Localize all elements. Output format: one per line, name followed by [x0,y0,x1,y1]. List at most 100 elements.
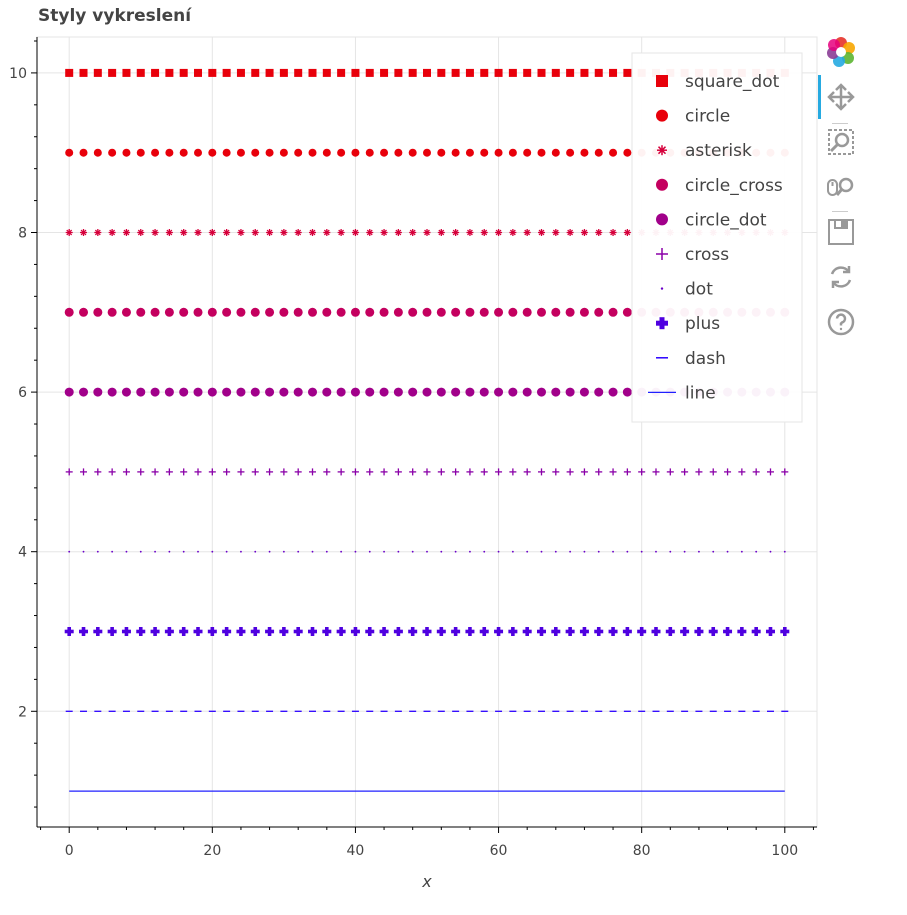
legend-label: circle [685,107,730,127]
marker-square-dot [623,68,632,77]
marker-square-dot [322,68,331,77]
marker-circle-dot [93,387,103,397]
marker-asterisk [394,229,402,237]
marker-square-dot [337,68,346,77]
marker-circle-cross [350,307,360,317]
marker-dot [411,550,414,553]
marker-asterisk [137,229,145,237]
marker-cross [309,468,317,476]
pan-icon[interactable] [822,78,860,116]
marker-circle [151,148,160,157]
y-tick-label: 2 [18,704,27,720]
marker-asterisk [351,229,359,237]
marker-square-dot [451,68,460,77]
marker-plus [551,626,561,636]
marker-circle-cross [121,307,131,317]
marker-plus [379,626,389,636]
marker-cross [208,468,216,476]
marker-dot [82,550,85,553]
marker-circle [437,148,446,157]
legend-glyph [656,317,668,330]
marker-dot [497,550,500,553]
save-icon[interactable] [822,213,860,251]
legend-glyph [656,248,668,260]
legend-glyph [656,75,668,87]
marker-cross [623,468,631,476]
marker-cross [480,468,488,476]
x-tick-label: 20 [203,843,221,859]
x-axis-label: x [421,872,432,891]
marker-dot [597,550,600,553]
marker-circle [365,148,374,157]
legend-label: square_dot [685,72,780,92]
marker-circle-cross [594,307,604,317]
marker-dot [569,550,572,553]
marker-cross [266,468,274,476]
marker-cross [137,468,145,476]
bokeh-logo-icon[interactable] [822,33,860,71]
marker-circle [208,148,217,157]
marker-circle-dot [107,387,117,397]
marker-plus [408,626,418,636]
marker-square-dot [179,68,188,77]
marker-circle [623,148,632,157]
wheel-zoom-icon[interactable] [822,168,860,206]
marker-cross [165,468,173,476]
help-icon[interactable] [822,303,860,341]
marker-cross [752,468,760,476]
marker-circle-cross [551,307,561,317]
marker-cross [652,468,660,476]
marker-plus [193,626,203,636]
marker-plus [708,626,718,636]
marker-circle-dot [64,387,74,397]
marker-dot [125,550,128,553]
marker-plus [737,626,747,636]
marker-circle-dot [551,387,561,397]
y-tick-label: 10 [9,66,27,82]
marker-cross [180,468,188,476]
legend-label: cross [685,245,729,265]
marker-circle [251,148,260,157]
legend-glyph [656,109,668,122]
marker-square-dot [437,68,446,77]
marker-cross [223,468,231,476]
reset-icon[interactable] [822,258,860,296]
marker-circle-dot [451,387,461,397]
x-tick-label: 100 [771,843,798,859]
marker-cross [65,468,73,476]
marker-circle-cross [308,307,318,317]
marker-asterisk [366,229,374,237]
marker-square-dot [408,68,417,77]
marker-square-dot [108,68,117,77]
marker-cross [122,468,130,476]
marker-asterisk [509,229,517,237]
marker-square-dot [380,68,389,77]
marker-dot [254,550,257,553]
marker-square-dot [265,68,274,77]
box-zoom-icon[interactable] [822,123,860,161]
marker-plus [336,626,346,636]
legend-item: circle_cross [656,176,783,196]
marker-cross [409,468,417,476]
marker-dot [454,550,457,553]
marker-square-dot [165,68,174,77]
marker-circle-dot [522,387,532,397]
marker-circle [279,148,288,157]
marker-circle-dot [279,387,289,397]
marker-dot [268,550,271,553]
marker-circle [194,148,203,157]
marker-circle-dot [121,387,131,397]
marker-circle [451,148,460,157]
marker-dot [340,550,343,553]
marker-circle-cross [222,307,232,317]
marker-square-dot [208,68,217,77]
series-cross [65,468,789,476]
marker-dot [669,550,672,553]
marker-circle-cross [179,307,189,317]
marker-circle [523,148,532,157]
legend-label: dot [685,280,713,300]
marker-circle [108,148,117,157]
marker-asterisk [423,229,431,237]
legend-label: circle_cross [685,176,783,196]
marker-circle-dot [350,387,360,397]
